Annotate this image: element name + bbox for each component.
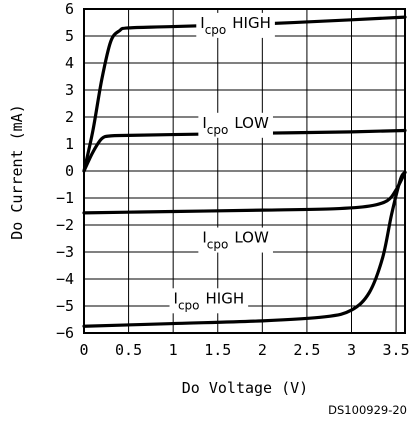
series-label-background (198, 227, 273, 253)
y-tick-label: 4 (65, 54, 74, 72)
x-tick-label: 2.5 (293, 341, 320, 359)
x-tick-label: 0.5 (115, 341, 142, 359)
x-tick-label: 3.5 (383, 341, 409, 359)
tick-labels: 0 0.5 1 1.5 2 2.5 3 3.5 6 5 4 3 2 1 0 −1 −2 −3 −4 −5 −6 (56, 0, 409, 359)
y-tick-label: −5 (56, 297, 74, 315)
x-tick-label: 3 (347, 341, 356, 359)
y-tick-label: 6 (65, 0, 74, 18)
series-line-0 (82, 15, 407, 173)
series-label-text: Icpo LOW (202, 229, 269, 252)
x-tick-label: 1.5 (204, 341, 231, 359)
x-tick-label: 0 (79, 341, 88, 359)
x-tick-label: 2 (258, 341, 267, 359)
series-label-1: Icpo LOW (198, 112, 273, 138)
series-label-background (196, 12, 275, 38)
y-axis-title: Do Current (mA) (8, 104, 26, 239)
y-tick-label: −3 (56, 243, 74, 261)
series-label-text: Icpo HIGH (200, 14, 271, 37)
series-label-3: Icpo HIGH (169, 288, 249, 314)
series-label-text: Icpo HIGH (174, 289, 245, 312)
series-line-3 (82, 170, 407, 328)
y-tick-label: −2 (56, 216, 74, 234)
plot-frame (83, 8, 406, 334)
y-tick-label: 2 (65, 108, 74, 126)
series-label-0: Icpo HIGH (196, 12, 275, 38)
y-tick-label: 5 (65, 27, 74, 45)
y-tick-label: −4 (56, 270, 74, 288)
series-label-background (198, 112, 273, 138)
curves (82, 15, 407, 328)
y-tick-label: 0 (65, 162, 74, 180)
series-line-2 (82, 170, 407, 215)
series-label-text: Icpo LOW (202, 114, 269, 137)
y-tick-label: 3 (65, 81, 74, 99)
y-tick-label: −1 (56, 189, 74, 207)
series-label-2: Icpo LOW (198, 227, 273, 253)
series-line-1 (82, 128, 407, 173)
x-axis-title: Do Voltage (V) (182, 379, 308, 397)
series-labels: Icpo HIGH Icpo LOW Icpo LOW Icpo HIGH (169, 12, 275, 314)
figure-code: DS100929-20 (328, 403, 407, 417)
y-tick-label: 1 (65, 135, 74, 153)
y-tick-label: −6 (56, 324, 74, 342)
x-tick-label: 1 (169, 341, 178, 359)
series-label-background (169, 288, 249, 314)
